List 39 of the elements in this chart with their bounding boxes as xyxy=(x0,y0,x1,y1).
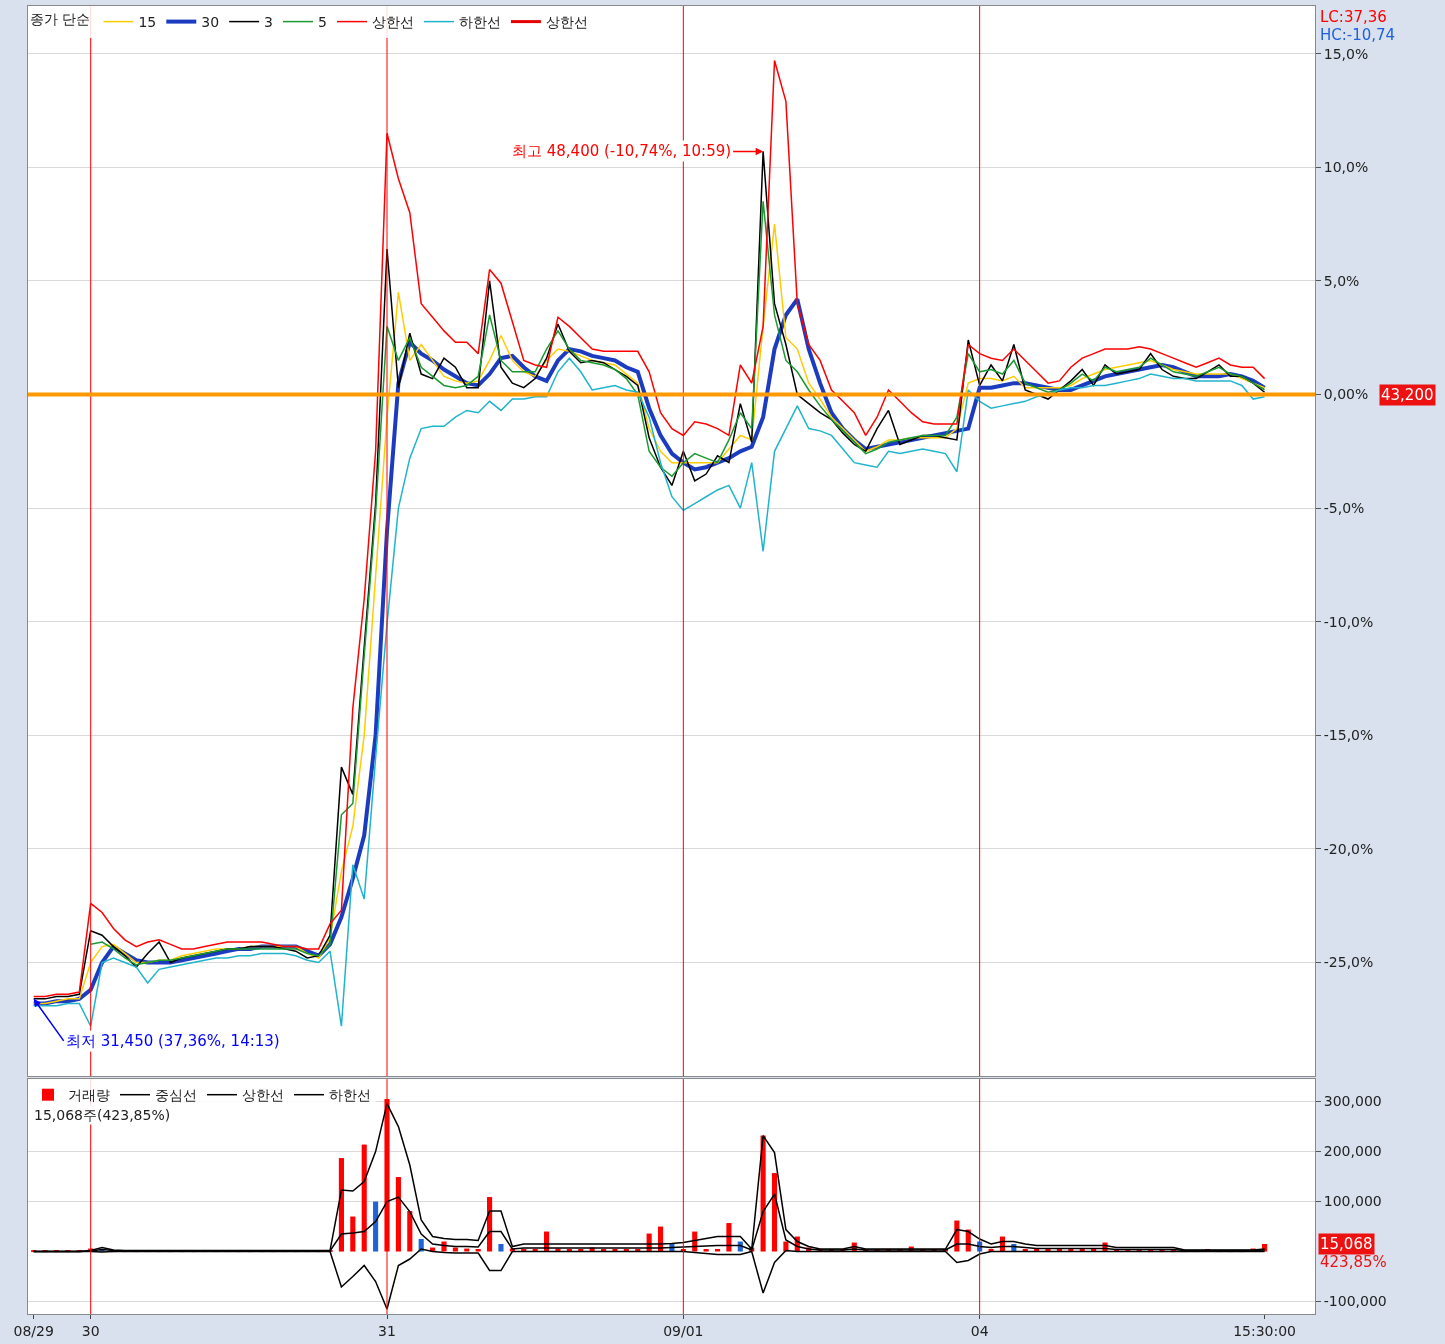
annotation: 최저 31,450 (37,36%, 14:13) xyxy=(66,1032,280,1050)
legend-label: 상한선 xyxy=(371,14,414,31)
y-tick-label: -20,0% xyxy=(1323,840,1374,857)
legend-title: 종가 단순 xyxy=(30,11,91,28)
x-tick-label: 09/01 xyxy=(663,1322,704,1339)
y-tick-label: -25,0% xyxy=(1323,954,1374,971)
y-tick-label: 10,0% xyxy=(1323,159,1369,176)
legend-label: 상한선 xyxy=(545,14,588,31)
legend-label: 상한선 xyxy=(242,1087,284,1104)
y-tick-label: -100,000 xyxy=(1323,1293,1387,1310)
text: LC:37,36 xyxy=(1320,8,1387,26)
text: 423,85% xyxy=(1320,1253,1387,1271)
y-tick-label: 200,000 xyxy=(1323,1143,1382,1160)
legend-label: 30 xyxy=(201,14,220,31)
y-tick-label: 0,00% xyxy=(1323,386,1369,403)
annotation: 최고 48,400 (-10,74%, 10:59) xyxy=(512,142,732,160)
y-tick-label: 15,0% xyxy=(1323,45,1369,62)
y-tick-label: 5,0% xyxy=(1323,272,1360,289)
y-tick-label: -5,0% xyxy=(1323,500,1365,517)
legend-label: 하한선 xyxy=(329,1087,371,1104)
legend-label: 거래량 xyxy=(68,1087,110,1104)
legend-label: 5 xyxy=(318,14,327,31)
y-tick-label: -15,0% xyxy=(1323,727,1374,744)
text: 15,068 xyxy=(1320,1235,1373,1253)
text: 43,200 xyxy=(1381,386,1434,404)
legend-label: 15 xyxy=(138,14,157,31)
x-tick-label: 15:30:00 xyxy=(1233,1322,1297,1339)
legend-label: 3 xyxy=(264,14,274,31)
y-tick-label: -10,0% xyxy=(1323,613,1374,630)
x-tick-label: 04 xyxy=(970,1322,989,1339)
annotation: 15,068주(423,85%) xyxy=(34,1107,171,1123)
text: HC:-10,74 xyxy=(1320,26,1396,44)
legend-label: 중심선 xyxy=(155,1087,197,1104)
y-tick-label: 300,000 xyxy=(1323,1093,1382,1110)
legend-label: 하한선 xyxy=(458,14,501,31)
x-tick-label: 31 xyxy=(378,1322,396,1339)
x-tick-label: 08/29 xyxy=(13,1322,54,1339)
y-tick-label: 100,000 xyxy=(1323,1193,1382,1210)
x-tick-label: 30 xyxy=(81,1322,100,1339)
